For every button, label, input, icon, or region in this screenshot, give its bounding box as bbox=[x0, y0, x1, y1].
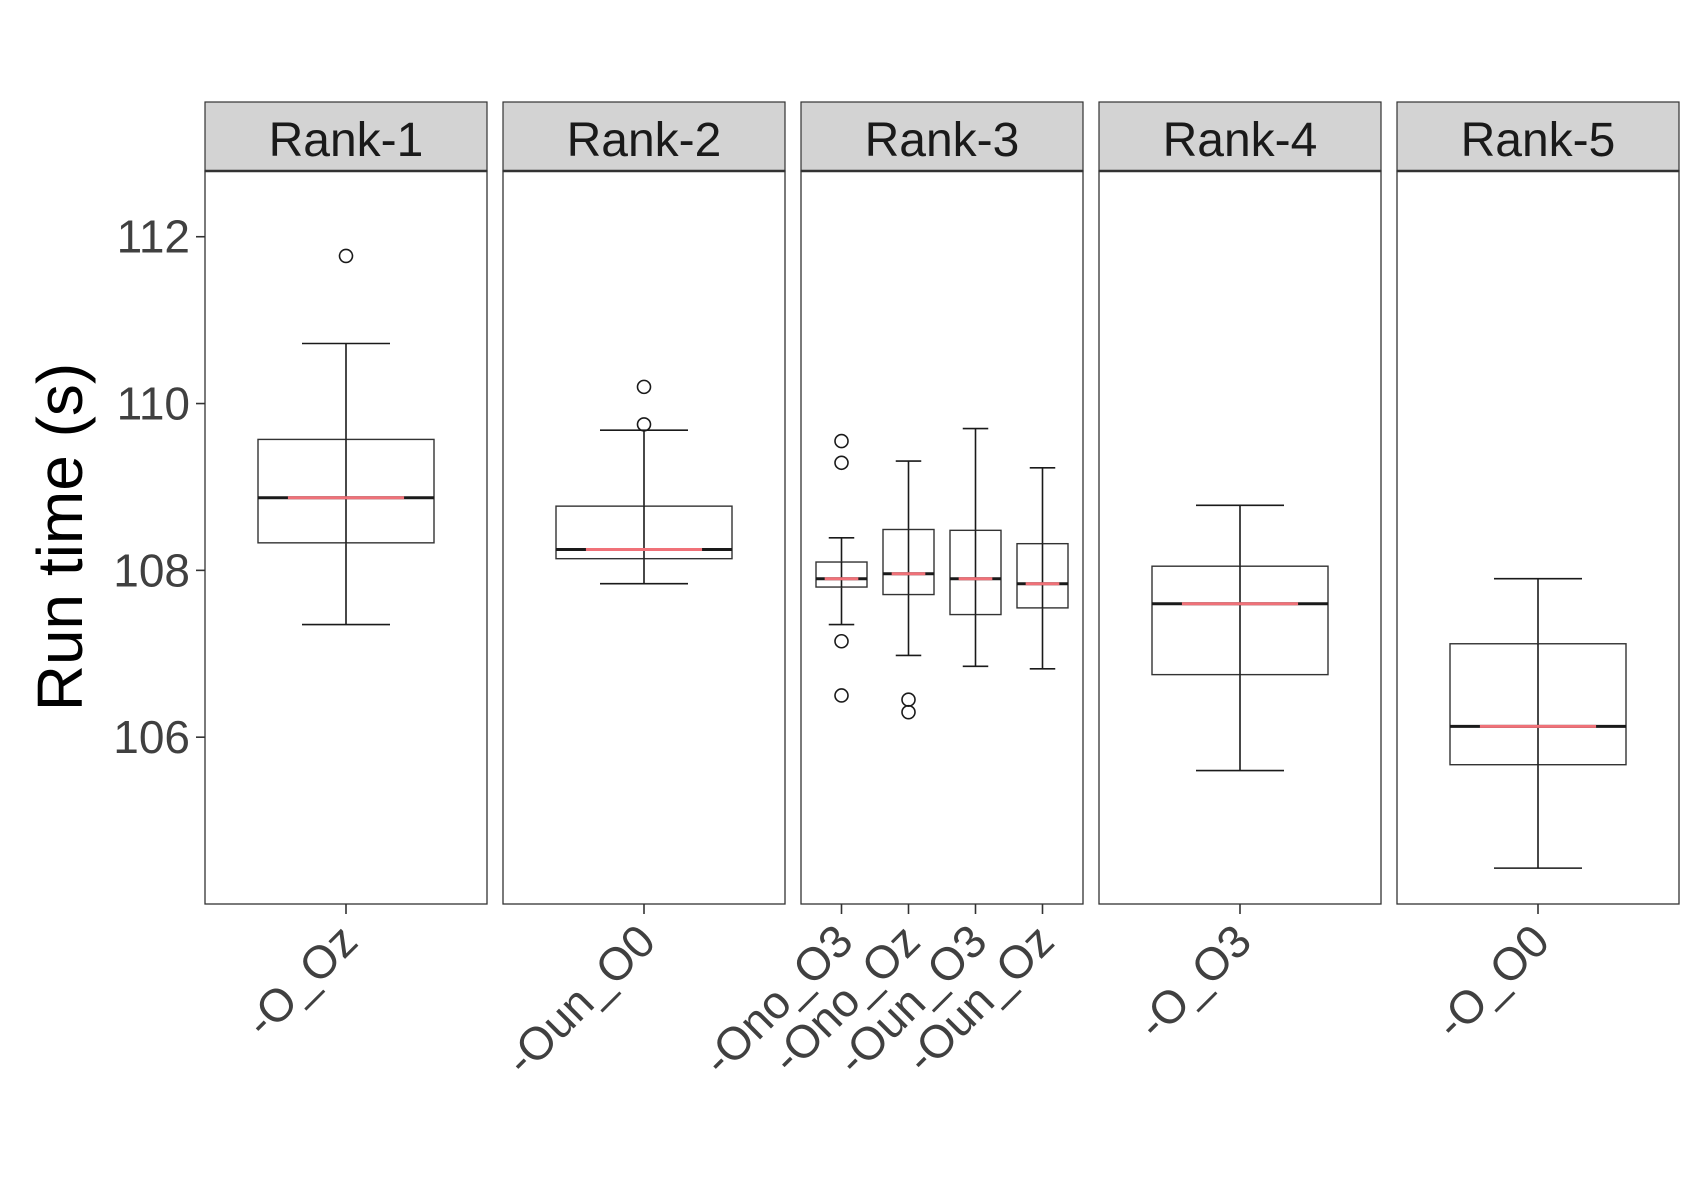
y-tick-label: 112 bbox=[117, 211, 190, 263]
facet-strip-label: Rank-5 bbox=[1461, 114, 1616, 167]
box-group: -O_Oz bbox=[235, 248, 435, 1047]
x-tick-label: -O_Oz bbox=[235, 914, 368, 1047]
facet-strip bbox=[204, 101, 488, 172]
x-tick-label: -O_O0 bbox=[1425, 914, 1559, 1048]
box-group: -O_O0 bbox=[1425, 577, 1627, 1049]
box-group: -Oun_O0 bbox=[495, 379, 733, 1085]
x-tick-label: -Oun_O0 bbox=[495, 914, 666, 1085]
outlier-point bbox=[901, 704, 916, 720]
facet-strip bbox=[1098, 101, 1382, 172]
outlier-point bbox=[901, 692, 916, 707]
panel-rank-4: Rank-4 -O_O3 bbox=[1098, 101, 1382, 1049]
outlier-point bbox=[834, 433, 849, 449]
outlier-point bbox=[636, 417, 652, 432]
outlier-point bbox=[636, 379, 652, 395]
y-tick-label: 110 bbox=[117, 378, 190, 430]
x-tick-label: -O_O3 bbox=[1127, 914, 1261, 1048]
outlier-point bbox=[834, 688, 849, 703]
outlier-point bbox=[834, 455, 849, 471]
box-group: -O_O3 bbox=[1127, 504, 1329, 1049]
facet-strip bbox=[800, 101, 1084, 172]
facet-strip bbox=[1396, 101, 1680, 172]
y-axis-title: Run time (s) bbox=[24, 363, 96, 712]
y-axis: 106 108 110 112 bbox=[113, 211, 205, 763]
facet-strip-label: Rank-3 bbox=[865, 114, 1020, 167]
facet-strip-label: Rank-4 bbox=[1163, 114, 1318, 167]
panel-border bbox=[800, 170, 1084, 905]
y-tick-label: 106 bbox=[113, 711, 190, 763]
facet-strip bbox=[502, 101, 786, 172]
outlier-point bbox=[338, 248, 354, 264]
facet-strip-label: Rank-2 bbox=[567, 114, 722, 167]
panel-rank-1: Rank-1 -O_Oz bbox=[204, 101, 488, 1047]
y-tick-label: 108 bbox=[113, 544, 190, 596]
panel-rank-5: Rank-5 -O_O0 bbox=[1396, 101, 1680, 1049]
facet-strip-label: Rank-1 bbox=[269, 114, 424, 167]
panel-rank-2: Rank-2 -Oun_O0 bbox=[495, 101, 786, 1085]
facet-panels: Rank-1 -O_Oz Rank-2 -Oun_O0Rank-3-Ono_O3-On… bbox=[204, 101, 1680, 1085]
outlier-point bbox=[834, 633, 849, 649]
panel-rank-3: Rank-3-Ono_O3-Ono_Oz-Oun_O3-Oun_Oz bbox=[692, 101, 1084, 1085]
